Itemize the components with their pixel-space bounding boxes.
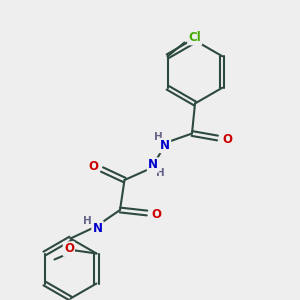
- Text: O: O: [64, 242, 74, 256]
- Text: O: O: [88, 160, 98, 173]
- Text: Cl: Cl: [188, 31, 201, 44]
- Text: H: H: [154, 132, 163, 142]
- Text: H: H: [83, 215, 92, 226]
- Text: O: O: [222, 133, 232, 146]
- Text: O: O: [152, 208, 162, 221]
- Text: H: H: [155, 168, 164, 178]
- Text: N: N: [160, 139, 170, 152]
- Text: N: N: [92, 221, 103, 235]
- Text: N: N: [148, 158, 158, 172]
